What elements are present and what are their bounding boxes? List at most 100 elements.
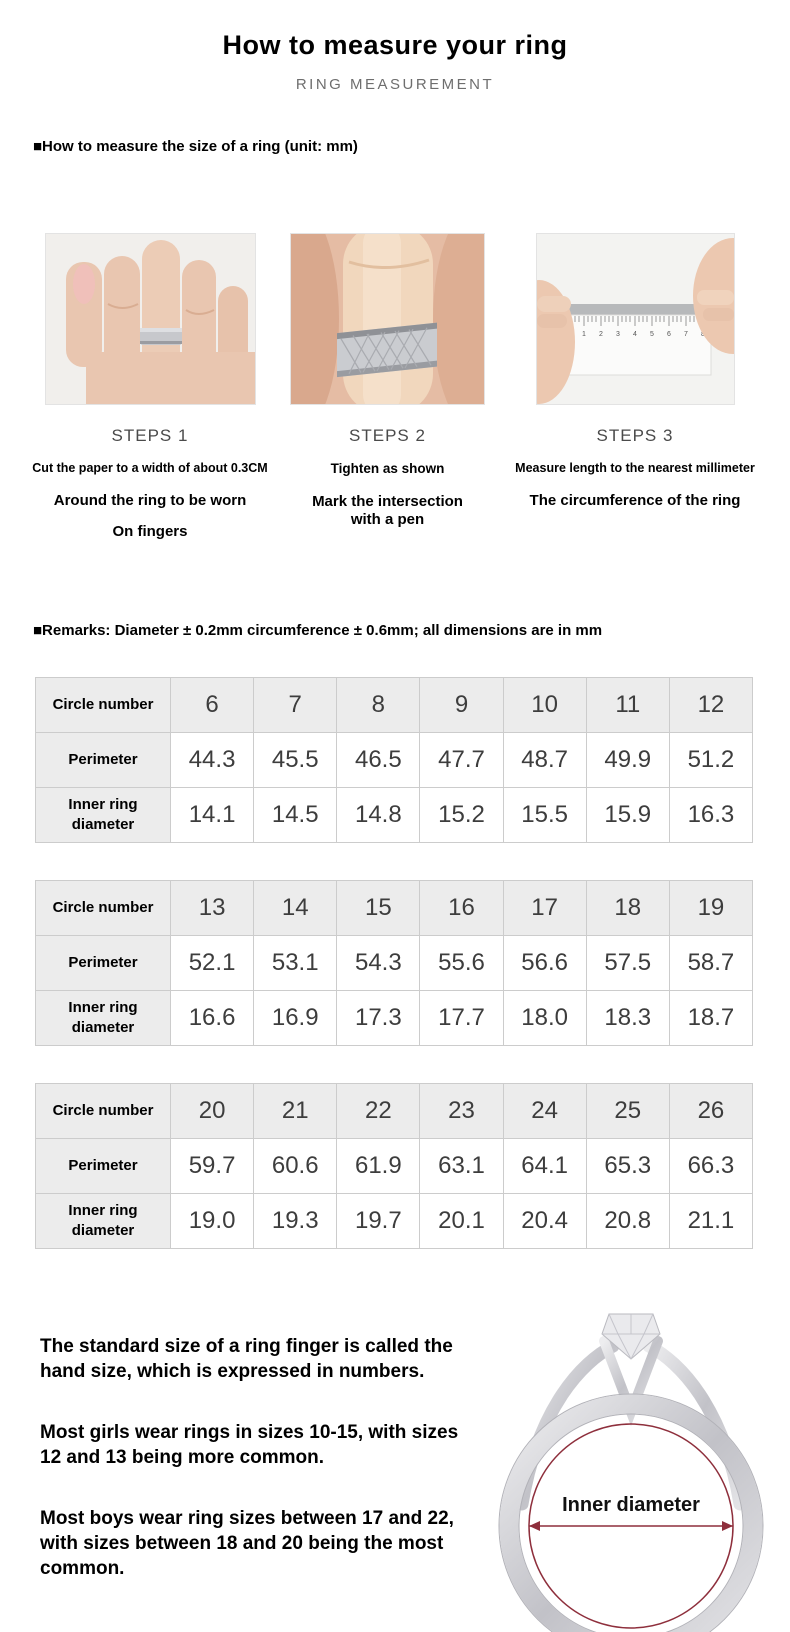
step-3-line-2: The circumference of the ring xyxy=(529,491,741,509)
arrow-head-left xyxy=(529,1520,540,1531)
svg-text:2: 2 xyxy=(599,331,603,338)
inner-diameter-value-cell: 20.4 xyxy=(502,1192,587,1249)
step-3-caption: STEPS 3 Measure length to the nearest mi… xyxy=(515,426,755,523)
perimeter-value-cell: 53.1 xyxy=(253,934,338,991)
table-row-circle-number: Circle number 6 7 8 9 10 11 12 xyxy=(35,676,754,733)
perimeter-value-cell: 49.9 xyxy=(585,731,670,788)
page-subtitle: RING MEASUREMENT xyxy=(295,76,495,93)
ring-inner-diameter-diagram: Inner diameter xyxy=(498,1313,764,1632)
step-2-label: STEPS 2 xyxy=(349,426,426,445)
diamond-icon xyxy=(601,1313,661,1360)
inner-diameter-value-cell: 18.0 xyxy=(502,989,587,1046)
table-row-inner-diameter: Inner ring diameter 14.1 14.5 14.8 15.2 15.5 1… xyxy=(35,786,754,843)
row-header-inner-diameter: Inner ring diameter xyxy=(35,786,171,843)
notes-column: The standard size of a ring finger is ca… xyxy=(40,1286,472,1632)
row-header-circle-number: Circle number xyxy=(35,676,171,733)
inner-diameter-value-cell: 16.9 xyxy=(253,989,338,1046)
table-row-perimeter: Perimeter 52.1 53.1 54.3 55.6 56.6 57.5 58.7 xyxy=(35,934,754,991)
table-row-perimeter: Perimeter 44.3 45.5 46.5 47.7 48.7 49.9 51.2 xyxy=(35,731,754,788)
step-3-column: 012 345 678 STEPS 3 Measure length to th… xyxy=(502,233,773,554)
inner-diameter-value-cell: 19.0 xyxy=(169,1192,255,1249)
inner-diameter-value-cell: 20.1 xyxy=(419,1192,504,1249)
perimeter-value-cell: 59.7 xyxy=(169,1137,255,1194)
inner-diameter-value-cell: 19.7 xyxy=(336,1192,421,1249)
circle-number-value-cell: 16 xyxy=(419,879,504,936)
step-2-line-1: Tighten as shown xyxy=(330,461,445,476)
inner-diameter-value-cell: 15.2 xyxy=(419,786,504,843)
table-row-inner-diameter: Inner ring diameter 16.6 16.9 17.3 17.7 18.0 1… xyxy=(35,989,754,1046)
perimeter-value-cell: 65.3 xyxy=(585,1137,670,1194)
size-table-1: Circle number 6 7 8 9 10 11 12 Perimeter 44.3 45.5… xyxy=(35,676,754,843)
perimeter-value-cell: 52.1 xyxy=(169,934,255,991)
circle-number-value-cell: 14 xyxy=(253,879,338,936)
circle-number-value-cell: 26 xyxy=(668,1082,754,1139)
section-heading: ■How to measure the size of a ring (unit… xyxy=(33,138,358,155)
circle-number-value-cell: 17 xyxy=(502,879,587,936)
step-1-caption: STEPS 1 Cut the paper to a width of abou… xyxy=(32,426,267,554)
svg-text:4: 4 xyxy=(633,331,637,338)
step-3-photo: 012 345 678 xyxy=(502,233,773,405)
step-1-photo xyxy=(44,233,256,405)
svg-text:7: 7 xyxy=(684,331,688,338)
perimeter-value-cell: 66.3 xyxy=(668,1137,754,1194)
table-row-inner-diameter: Inner ring diameter 19.0 19.3 19.7 20.1 20.4 2… xyxy=(35,1192,754,1249)
perimeter-value-cell: 55.6 xyxy=(419,934,504,991)
step-2-photo xyxy=(255,204,525,434)
inner-diameter-value-cell: 14.5 xyxy=(253,786,338,843)
inner-diameter-value-cell: 18.3 xyxy=(585,989,670,1046)
circle-number-value-cell: 12 xyxy=(668,676,754,733)
ruler-measuring-photo: 012 345 678 xyxy=(502,234,773,404)
arrow-head-right xyxy=(722,1520,733,1531)
perimeter-value-cell: 44.3 xyxy=(169,731,255,788)
row-header-perimeter: Perimeter xyxy=(35,1137,171,1194)
circle-number-value-cell: 11 xyxy=(585,676,670,733)
svg-text:5: 5 xyxy=(650,331,654,338)
table-row-perimeter: Perimeter 59.7 60.6 61.9 63.1 64.1 65.3 66.3 xyxy=(35,1137,754,1194)
row-header-circle-number: Circle number xyxy=(35,1082,171,1139)
step-1-line-1: Cut the paper to a width of about 0.3CM xyxy=(32,461,268,475)
inner-diameter-value-cell: 15.9 xyxy=(585,786,670,843)
perimeter-value-cell: 45.5 xyxy=(253,731,338,788)
table-row-circle-number: Circle number 20 21 22 23 24 25 26 xyxy=(35,1082,754,1139)
perimeter-value-cell: 48.7 xyxy=(502,731,587,788)
circle-number-value-cell: 7 xyxy=(253,676,338,733)
svg-text:3: 3 xyxy=(616,331,620,338)
svg-text:8: 8 xyxy=(701,331,705,338)
size-table-3: Circle number 20 21 22 23 24 25 26 Perimeter 59.7… xyxy=(35,1082,754,1249)
ring-band xyxy=(499,1394,763,1632)
inner-diameter-value-cell: 17.3 xyxy=(336,989,421,1046)
circle-number-value-cell: 22 xyxy=(336,1082,421,1139)
circle-number-value-cell: 10 xyxy=(502,676,587,733)
step-2-caption: STEPS 2 Tighten as shown Mark the inters… xyxy=(305,426,470,542)
perimeter-value-cell: 64.1 xyxy=(502,1137,587,1194)
step-3-label: STEPS 3 xyxy=(596,426,674,445)
svg-text:6: 6 xyxy=(667,331,671,338)
steps-photo-row: STEPS 1 Cut the paper to a width of abou… xyxy=(0,204,790,554)
strip-on-finger-closeup-photo xyxy=(255,204,525,434)
inner-diameter-value-cell: 17.7 xyxy=(419,989,504,1046)
perimeter-value-cell: 60.6 xyxy=(253,1137,338,1194)
inner-diameter-value-cell: 14.1 xyxy=(169,786,255,843)
circle-number-value-cell: 18 xyxy=(585,879,670,936)
perimeter-value-cell: 58.7 xyxy=(668,934,754,991)
row-header-circle-number: Circle number xyxy=(35,879,171,936)
inner-diameter-value-cell: 16.3 xyxy=(668,786,754,843)
perimeter-value-cell: 54.3 xyxy=(336,934,421,991)
step-2-column: STEPS 2 Tighten as shown Mark the inters… xyxy=(255,204,525,554)
bottom-section: The standard size of a ring finger is ca… xyxy=(0,1286,790,1632)
perimeter-value-cell: 57.5 xyxy=(585,934,670,991)
perimeter-value-cell: 51.2 xyxy=(668,731,754,788)
table-row-circle-number: Circle number 13 14 15 16 17 18 19 xyxy=(35,879,754,936)
inner-diameter-value-cell: 21.1 xyxy=(668,1192,754,1249)
step-2-line-2: Mark the intersection with a pen xyxy=(312,492,463,528)
perimeter-value-cell: 63.1 xyxy=(419,1137,504,1194)
perimeter-value-cell: 56.6 xyxy=(502,934,587,991)
step-1-column: STEPS 1 Cut the paper to a width of abou… xyxy=(30,233,270,554)
remarks-line: ■Remarks: Diameter ± 0.2mm circumference… xyxy=(33,621,603,639)
circle-number-value-cell: 13 xyxy=(169,879,255,936)
row-header-inner-diameter: Inner ring diameter xyxy=(35,1192,171,1249)
band-inner-edge xyxy=(518,1413,744,1632)
circle-number-value-cell: 9 xyxy=(419,676,504,733)
circle-number-value-cell: 24 xyxy=(502,1082,587,1139)
